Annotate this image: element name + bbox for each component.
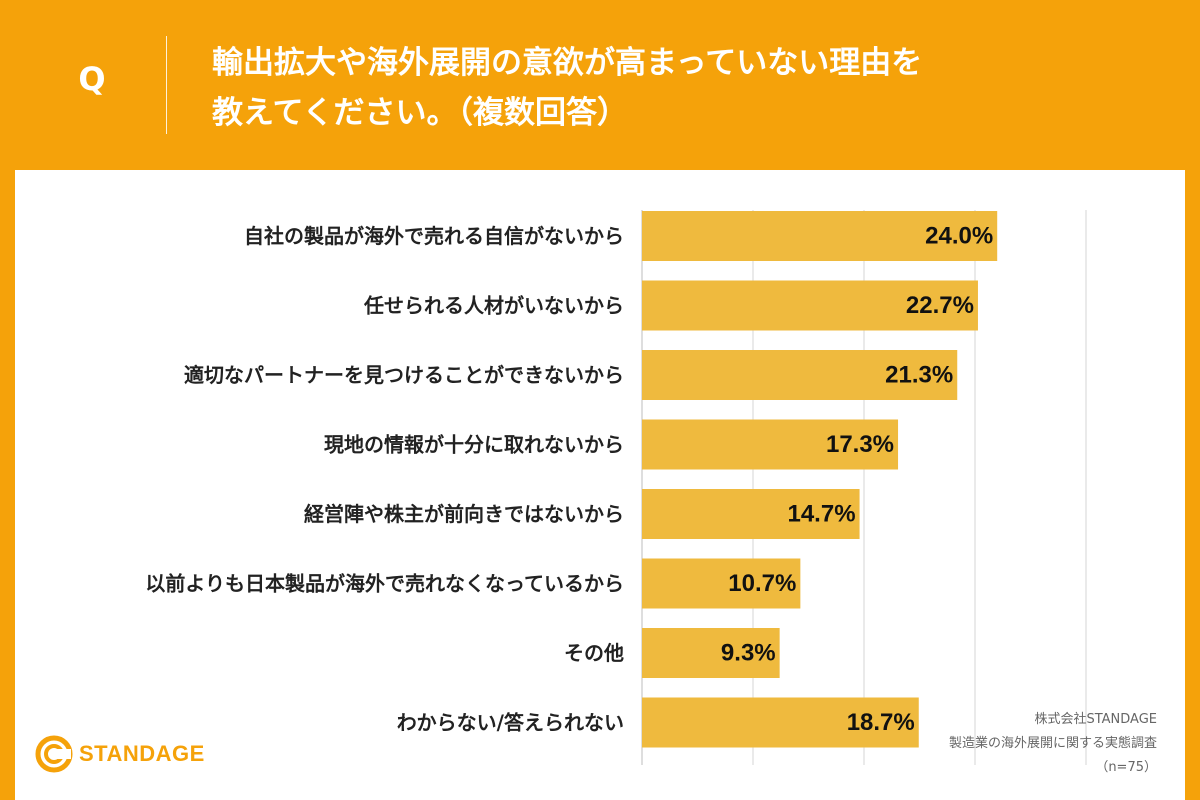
category-label: 自社の製品が海外で売れる自信がないから [244,224,624,248]
bar [642,350,958,400]
category-label: 適切なパートナーを見つけることができないから [184,363,624,387]
data-label: 21.3% [885,362,953,389]
bar-chart: 自社の製品が海外で売れる自信がないから 24.0% 任せられる人材がいないから 22.… [145,210,1087,765]
category-label: 任せられる人材がいないから [363,294,624,318]
question-line-1: 輸出拡大や海外展開の意欲が高まっていない理由を [212,45,923,81]
bar [642,419,899,470]
data-label: 18.7% [847,709,915,736]
data-label: 9.3% [721,640,776,667]
data-label: 22.7% [906,292,974,319]
bar [642,489,860,539]
category-label: わからない/答えられない [397,711,624,735]
header-divider [166,36,167,134]
data-label: 10.7% [728,570,796,597]
category-label: 現地の情報が十分に取れないから [324,433,624,457]
data-label: 17.3% [826,431,894,458]
bar [642,280,978,331]
data-label: 24.0% [925,223,993,250]
brand-name: STANDAGE [79,741,205,766]
source-company: 株式会社STANDAGE [1034,712,1157,727]
category-label: 以前よりも日本製品が海外で売れなくなっているから [145,572,624,596]
source-survey: 製造業の海外展開に関する実態調査 [948,736,1157,751]
bar [642,211,998,261]
question-title: 輸出拡大や海外展開の意欲が高まっていない理由を 教えてください。（複数回答） [212,38,922,138]
bar [642,558,801,609]
chart-panel: 自社の製品が海外で売れる自信がないから 24.0% 任せられる人材がいないから 22.… [15,170,1185,800]
data-label: 14.7% [787,501,855,528]
standage-logo-icon [35,735,73,773]
bar [642,628,780,678]
question-label: Q [78,60,106,98]
bar [642,697,919,748]
standage-logo: STANDAGE [35,735,205,773]
category-label: その他 [564,641,624,665]
category-label: 経営陣や株主が前向きではないから [304,502,624,526]
source-note: 株式会社STANDAGE 製造業の海外展開に関する実態調査 （n=75） [949,708,1157,780]
question-line-2: 教えてください。（複数回答） [212,95,629,131]
source-sample: （n=75） [1095,760,1157,775]
